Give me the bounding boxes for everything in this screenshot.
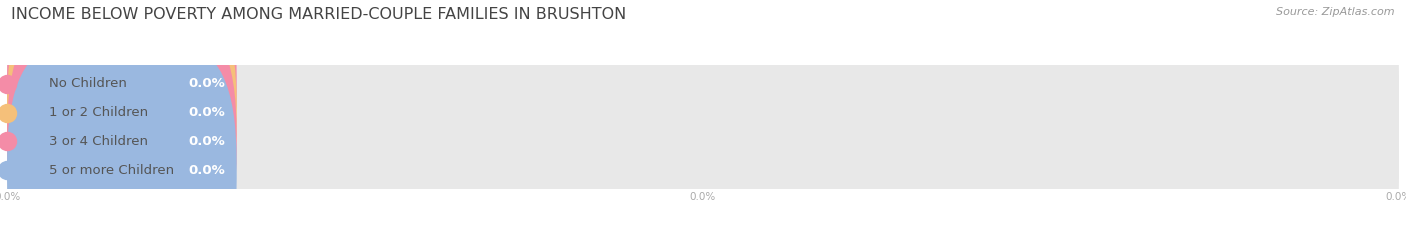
- FancyBboxPatch shape: [7, 0, 1399, 233]
- Text: 5 or more Children: 5 or more Children: [49, 164, 174, 177]
- FancyBboxPatch shape: [7, 18, 1399, 233]
- Text: 0.0%: 0.0%: [188, 77, 225, 90]
- Text: 1 or 2 Children: 1 or 2 Children: [49, 106, 148, 119]
- FancyBboxPatch shape: [7, 47, 236, 233]
- Text: 0.0%: 0.0%: [188, 164, 225, 177]
- Text: Source: ZipAtlas.com: Source: ZipAtlas.com: [1277, 7, 1395, 17]
- Text: 3 or 4 Children: 3 or 4 Children: [49, 135, 148, 148]
- FancyBboxPatch shape: [7, 0, 1399, 207]
- FancyBboxPatch shape: [7, 47, 1399, 233]
- FancyBboxPatch shape: [7, 0, 236, 233]
- Text: 0.0%: 0.0%: [188, 135, 225, 148]
- Text: 0.0%: 0.0%: [188, 106, 225, 119]
- FancyBboxPatch shape: [7, 18, 236, 233]
- FancyBboxPatch shape: [7, 0, 236, 207]
- Text: No Children: No Children: [49, 77, 127, 90]
- Text: INCOME BELOW POVERTY AMONG MARRIED-COUPLE FAMILIES IN BRUSHTON: INCOME BELOW POVERTY AMONG MARRIED-COUPL…: [11, 7, 627, 22]
